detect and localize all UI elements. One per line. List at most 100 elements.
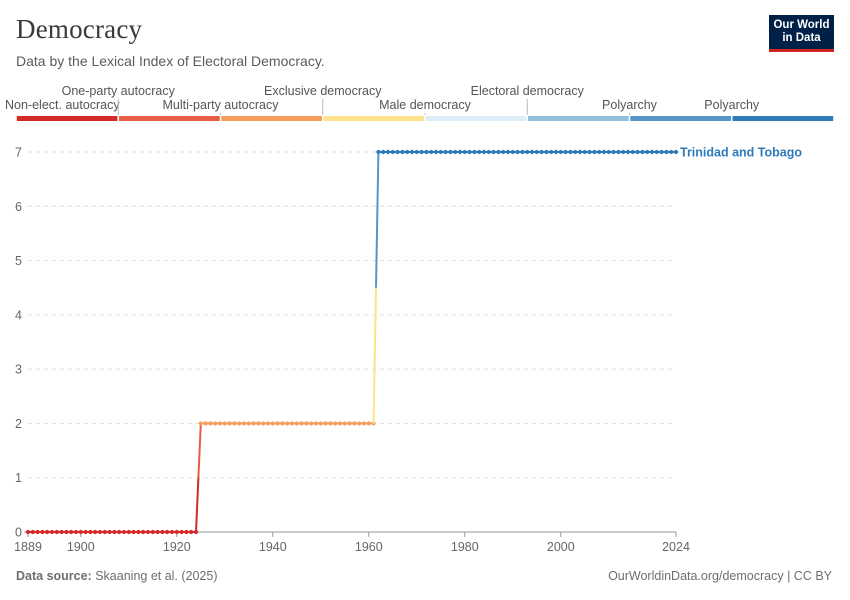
data-point — [539, 149, 544, 155]
x-tick-label: 2000 — [547, 540, 575, 554]
y-tick-label: 7 — [15, 146, 22, 160]
data-point — [361, 421, 367, 426]
data-point — [520, 149, 525, 155]
data-point — [265, 421, 271, 426]
data-point — [376, 149, 381, 155]
series-label: Trinidad and Tobago — [680, 146, 802, 160]
data-point — [505, 149, 511, 155]
data-point — [318, 421, 323, 426]
legend-swatch-4 — [425, 116, 527, 121]
data-point — [597, 149, 602, 155]
data-point — [136, 529, 141, 535]
data-point — [179, 529, 184, 535]
x-tick-label: 1980 — [451, 540, 479, 554]
legend-label-4: Male democracy — [379, 98, 471, 112]
data-point — [333, 421, 338, 426]
data-point — [467, 149, 472, 155]
data-point — [357, 421, 362, 426]
legend-label-1: One-party autocracy — [62, 84, 176, 98]
data-point — [141, 529, 146, 535]
data-point — [438, 149, 443, 155]
logo-line-1: Our World — [773, 19, 830, 31]
data-point — [491, 149, 496, 155]
data-point — [453, 149, 458, 155]
data-point — [525, 149, 530, 155]
logo-line-2: in Data — [782, 32, 821, 44]
legend-swatch-1 — [119, 116, 220, 121]
data-point — [328, 421, 333, 426]
owid-logo[interactable]: Our World in Data — [769, 15, 834, 52]
x-tick-label: 1940 — [259, 540, 287, 554]
data-point — [299, 421, 304, 426]
data-point — [88, 529, 93, 535]
data-point — [385, 149, 391, 155]
data-point — [49, 529, 55, 535]
x-tick-label: 1920 — [163, 540, 191, 554]
data-point — [645, 149, 650, 155]
data-point — [457, 149, 463, 155]
chart-title: Democracy — [16, 14, 143, 44]
data-source: Data source: Skaaning et al. (2025) — [16, 569, 218, 583]
data-point — [381, 149, 386, 155]
data-point — [477, 149, 482, 155]
data-point — [544, 149, 549, 155]
data-point — [145, 529, 151, 535]
chart-subtitle: Data by the Lexical Index of Electoral D… — [16, 53, 325, 69]
data-point — [30, 529, 35, 535]
data-point — [69, 529, 74, 535]
data-point — [553, 149, 559, 155]
data-point — [352, 421, 357, 426]
data-point — [59, 529, 64, 535]
data-point — [630, 149, 635, 155]
data-point — [390, 149, 395, 155]
data-point — [203, 421, 208, 426]
data-point — [289, 421, 295, 426]
data-point — [529, 149, 535, 155]
y-tick-label: 4 — [15, 308, 22, 322]
data-point — [93, 529, 98, 535]
data-point — [433, 149, 439, 155]
data-point — [131, 529, 136, 535]
data-point — [309, 421, 314, 426]
data-point — [472, 149, 477, 155]
data-point — [582, 149, 587, 155]
data-point — [448, 149, 453, 155]
data-point — [275, 421, 280, 426]
data-point — [117, 529, 122, 535]
data-point — [510, 149, 515, 155]
attribution-link[interactable]: OurWorldinData.org/democracy | CC BY — [608, 569, 832, 583]
data-source-value[interactable]: Skaaning et al. (2025) — [95, 569, 218, 583]
data-point — [189, 529, 194, 535]
data-point — [654, 149, 659, 155]
data-point — [232, 421, 237, 426]
legend-label-5: Electoral democracy — [471, 84, 585, 98]
data-point — [102, 529, 107, 535]
data-point — [424, 149, 429, 155]
data-point — [78, 529, 83, 535]
data-point — [261, 421, 266, 426]
data-point — [673, 149, 679, 155]
data-point — [217, 421, 223, 426]
data-point — [501, 149, 506, 155]
legend-swatch-0 — [16, 116, 118, 121]
data-point — [611, 149, 616, 155]
series-transition-lower — [195, 477, 200, 533]
data-point — [640, 149, 645, 155]
data-point — [213, 421, 218, 426]
data-point — [563, 149, 568, 155]
data-point — [400, 149, 405, 155]
data-point — [198, 421, 203, 426]
legend-swatch-7 — [732, 116, 834, 121]
data-point — [481, 149, 487, 155]
x-tick-label: 1889 — [14, 540, 42, 554]
data-point — [366, 421, 371, 426]
data-point — [285, 421, 290, 426]
data-point — [126, 529, 131, 535]
data-point — [35, 529, 40, 535]
data-point — [294, 421, 299, 426]
data-point — [54, 529, 59, 535]
data-point — [419, 149, 424, 155]
data-point — [616, 149, 621, 155]
data-point — [304, 421, 309, 426]
data-point — [160, 529, 165, 535]
